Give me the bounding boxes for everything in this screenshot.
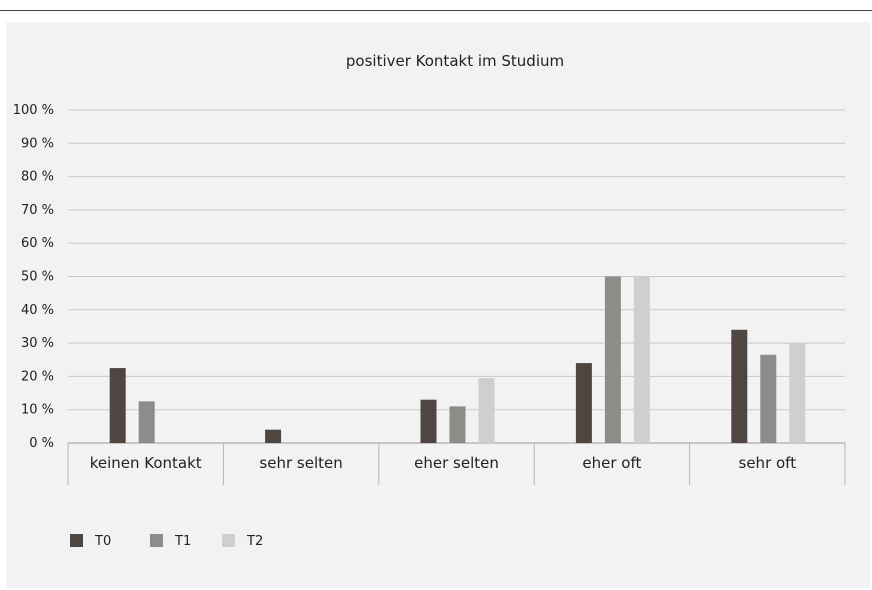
y-tick-label: 20 %: [21, 369, 54, 384]
legend-label-t1: T1: [174, 534, 191, 549]
y-axis-ticks: 0 % 10 % 20 % 30 % 40 % 50 % 60 % 70 % 80 % 90 % 1…: [13, 103, 54, 451]
x-tick-label: sehr selten: [259, 454, 342, 472]
y-tick-label: 0 %: [29, 436, 54, 451]
bar-t1: [138, 401, 155, 443]
chart-panel: [6, 22, 870, 588]
y-tick-label: 70 %: [21, 203, 54, 218]
bar-t1: [760, 354, 777, 443]
bar-t2: [789, 343, 806, 443]
bar-t1: [604, 276, 621, 443]
bar-t0: [420, 399, 437, 443]
y-tick-label: 90 %: [21, 136, 54, 151]
bar-t0: [575, 363, 592, 443]
legend-swatch-t1: [150, 534, 163, 547]
legend-swatch-t2: [222, 534, 235, 547]
x-axis: keinen Kontakt sehr selten eher selten eher…: [67, 443, 846, 485]
y-tick-label: 10 %: [21, 403, 54, 418]
legend-swatch-t0: [70, 534, 83, 547]
chart-title: positiver Kontakt im Studium: [346, 52, 564, 70]
y-tick-label: 80 %: [21, 170, 54, 185]
x-tick-label: keinen Kontakt: [90, 454, 202, 472]
x-tick-label: eher selten: [414, 454, 499, 472]
y-tick-label: 100 %: [13, 103, 54, 118]
legend-label-t2: T2: [246, 534, 263, 549]
y-tick-label: 30 %: [21, 336, 54, 351]
y-tick-label: 60 %: [21, 236, 54, 251]
bar-t1: [449, 406, 466, 443]
bar-t2: [633, 276, 650, 443]
legend-label-t0: T0: [94, 534, 111, 549]
legend: T0 T1 T2: [70, 534, 263, 549]
bar-t2: [478, 378, 495, 443]
y-tick-label: 50 %: [21, 270, 54, 285]
bar-t0: [265, 429, 282, 443]
bars: [109, 276, 806, 443]
y-tick-label: 40 %: [21, 303, 54, 318]
x-tick-label: sehr oft: [739, 454, 797, 472]
bar-t0: [731, 329, 748, 443]
x-tick-label: eher oft: [582, 454, 641, 472]
bar-t0: [109, 368, 126, 443]
gridlines: [68, 109, 845, 444]
top-divider: [0, 10, 872, 11]
